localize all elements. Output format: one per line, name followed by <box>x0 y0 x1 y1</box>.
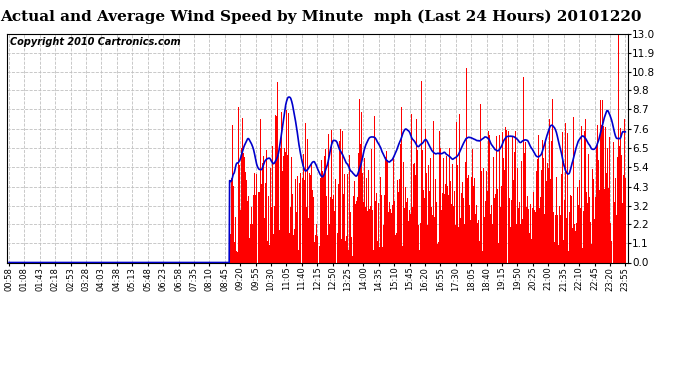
Text: Actual and Average Wind Speed by Minute  mph (Last 24 Hours) 20101220: Actual and Average Wind Speed by Minute … <box>0 9 642 24</box>
Text: Copyright 2010 Cartronics.com: Copyright 2010 Cartronics.com <box>10 37 181 47</box>
